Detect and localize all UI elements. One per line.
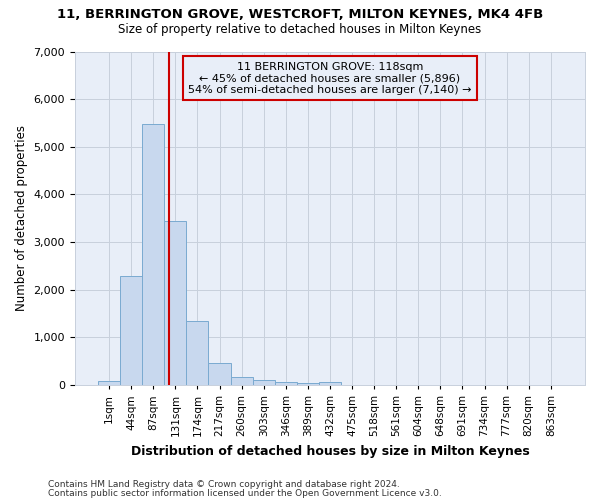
Bar [297,382,319,385]
Bar [253,380,275,385]
Text: 11 BERRINGTON GROVE: 118sqm
← 45% of detached houses are smaller (5,896)
54% of : 11 BERRINGTON GROVE: 118sqm ← 45% of det… [188,62,472,94]
Bar [142,124,164,385]
X-axis label: Distribution of detached houses by size in Milton Keynes: Distribution of detached houses by size … [131,444,529,458]
Bar [164,221,187,385]
Text: Size of property relative to detached houses in Milton Keynes: Size of property relative to detached ho… [118,22,482,36]
Bar [230,376,253,385]
Bar [187,321,208,385]
Bar [319,382,341,385]
Text: 11, BERRINGTON GROVE, WESTCROFT, MILTON KEYNES, MK4 4FB: 11, BERRINGTON GROVE, WESTCROFT, MILTON … [57,8,543,20]
Bar [275,382,297,385]
Bar [208,363,230,385]
Text: Contains public sector information licensed under the Open Government Licence v3: Contains public sector information licen… [48,488,442,498]
Text: Contains HM Land Registry data © Crown copyright and database right 2024.: Contains HM Land Registry data © Crown c… [48,480,400,489]
Bar [120,276,142,385]
Bar [98,381,120,385]
Y-axis label: Number of detached properties: Number of detached properties [15,126,28,312]
